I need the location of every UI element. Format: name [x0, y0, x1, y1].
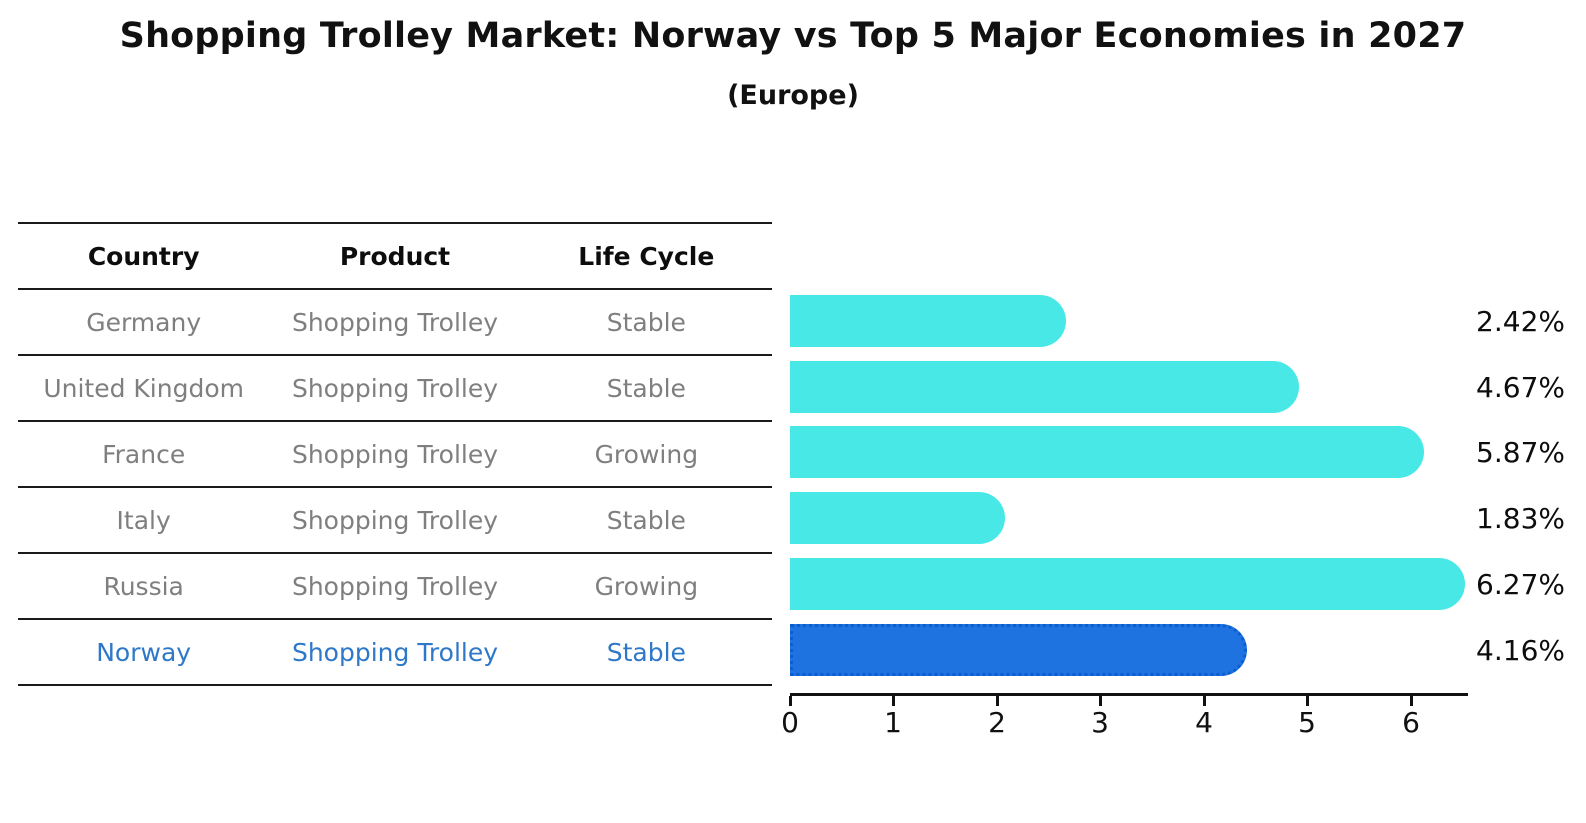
value-label-france: 5.87%: [1476, 435, 1565, 469]
country-cell: Germany: [86, 307, 202, 337]
product-cell: Shopping Trolley: [291, 373, 499, 403]
market-share-bar-united-kingdom: [790, 361, 1300, 413]
life-cycle-cell: Growing: [594, 571, 699, 601]
value-label-italy: 1.83%: [1476, 501, 1565, 535]
x-axis-tick: [1203, 696, 1206, 706]
table-row-russia: Russia Shopping Trolley Growing: [18, 554, 772, 620]
table-header-row: Country Product Life Cycle: [18, 224, 772, 290]
product-cell: Shopping Trolley: [291, 505, 499, 535]
table-row-germany: Germany Shopping Trolley Stable: [18, 290, 772, 356]
market-share-bar-norway-highlighted: [790, 624, 1247, 676]
x-axis-tick-label: 1: [884, 706, 902, 739]
x-axis-tick: [996, 696, 999, 706]
x-axis-tick-label: 0: [781, 706, 799, 739]
x-axis-tick: [789, 696, 792, 706]
x-axis-tick: [1306, 696, 1309, 706]
life-cycle-cell: Stable: [606, 505, 686, 535]
country-cell: United Kingdom: [43, 373, 244, 403]
life-cycle-cell: Stable: [606, 637, 686, 667]
column-header-product: Product: [339, 241, 451, 271]
x-axis-tick-label: 4: [1195, 706, 1213, 739]
country-cell: Italy: [116, 505, 171, 535]
x-axis-tick-label: 5: [1298, 706, 1316, 739]
country-cell: France: [102, 439, 186, 469]
market-share-bar-russia: [790, 558, 1465, 610]
x-axis-line: [790, 693, 1468, 696]
market-share-bar-italy: [790, 492, 1006, 544]
product-cell: Shopping Trolley: [291, 307, 499, 337]
table-row-united-kingdom: United Kingdom Shopping Trolley Stable: [18, 356, 772, 422]
chart-subtitle: (Europe): [727, 80, 859, 111]
value-label-russia: 6.27%: [1476, 567, 1565, 601]
x-axis-tick: [892, 696, 895, 706]
market-share-bar-germany: [790, 295, 1067, 347]
life-cycle-cell: Stable: [606, 373, 686, 403]
product-cell: Shopping Trolley: [291, 571, 499, 601]
country-table: Country Product Life Cycle Germany Shopp…: [18, 222, 772, 686]
market-share-bar-france: [790, 426, 1424, 478]
country-cell: Russia: [103, 571, 184, 601]
product-cell: Shopping Trolley: [291, 637, 499, 667]
table-row-italy: Italy Shopping Trolley Stable: [18, 488, 772, 554]
x-axis-tick-label: 6: [1402, 706, 1420, 739]
life-cycle-cell: Growing: [594, 439, 699, 469]
table-row-france: France Shopping Trolley Growing: [18, 422, 772, 488]
x-axis-tick: [1410, 696, 1413, 706]
x-axis-tick: [1099, 696, 1102, 706]
value-label-germany: 2.42%: [1476, 304, 1565, 338]
country-cell: Norway: [96, 637, 192, 667]
value-label-united-kingdom: 4.67%: [1476, 370, 1565, 404]
column-header-country: Country: [87, 241, 200, 271]
product-cell: Shopping Trolley: [291, 439, 499, 469]
value-label-norway: 4.16%: [1476, 633, 1565, 667]
chart-title: Shopping Trolley Market: Norway vs Top 5…: [119, 16, 1467, 56]
x-axis-tick-label: 2: [988, 706, 1006, 739]
life-cycle-cell: Stable: [606, 307, 686, 337]
x-axis-tick-label: 3: [1091, 706, 1109, 739]
table-row-norway-highlighted: Norway Shopping Trolley Stable: [18, 620, 772, 686]
column-header-life-cycle: Life Cycle: [578, 241, 715, 271]
